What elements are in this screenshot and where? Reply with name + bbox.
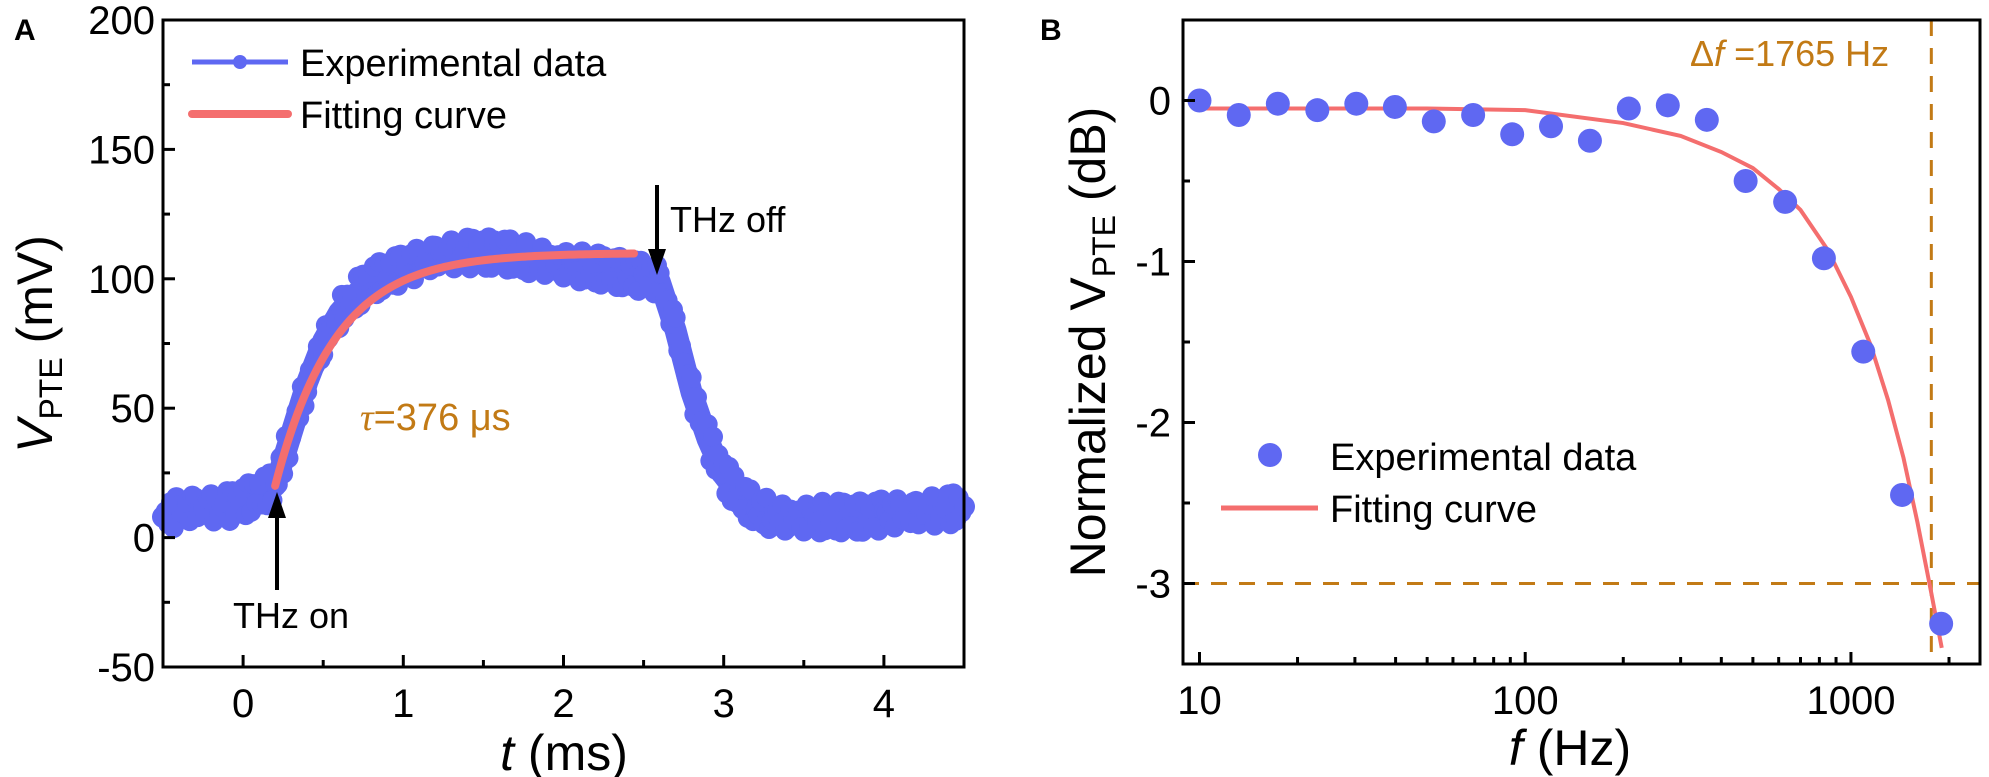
data-point xyxy=(1344,91,1369,116)
x-label-unit: (ms) xyxy=(514,725,628,777)
data-point xyxy=(649,263,670,284)
panel-a-x-label: t (ms) xyxy=(500,725,628,777)
panel-b-legend: Experimental data Fitting curve xyxy=(1221,437,1637,531)
tau-value: =376 μs xyxy=(374,397,511,439)
panel-b-y-label: Normalized VPTE (dB) xyxy=(1060,107,1122,578)
panel-label-a: A xyxy=(14,14,36,47)
x-label-var: t xyxy=(500,725,516,777)
data-point xyxy=(1851,339,1876,364)
y-label-unit: (dB) xyxy=(1060,107,1116,215)
fit-line xyxy=(271,249,638,490)
x-tick-label: 1000 xyxy=(1806,679,1895,723)
data-point xyxy=(1733,169,1758,193)
y-tick-label: -1 xyxy=(1135,241,1171,285)
thz-off-arrow xyxy=(648,185,666,275)
x-tick-label: 0 xyxy=(232,682,254,726)
delta-symbol: Δ xyxy=(1690,33,1714,74)
data-point xyxy=(1226,102,1251,127)
data-point xyxy=(687,387,707,408)
panel-label-b: B xyxy=(1040,14,1062,47)
legend-fit-label: Fitting curve xyxy=(1330,489,1537,531)
panel-a-ticks: 0 1 2 3 4 -50 0 50 100 150 200 xyxy=(88,0,895,726)
delta-f-annotation: Δf =1765 Hz xyxy=(1690,33,1889,74)
legend-data-marker xyxy=(1258,443,1282,467)
legend-data-label: Experimental data xyxy=(300,43,607,85)
y-tick-label: 200 xyxy=(88,0,155,43)
data-point xyxy=(1305,98,1330,123)
y-tick-label: 150 xyxy=(88,128,155,172)
data-point xyxy=(1929,611,1954,636)
panel-b-chart: 10 100 1000 0 -1 -2 -3 Experimental data Fitti… xyxy=(1060,18,1982,776)
data-point xyxy=(670,335,691,356)
data-point xyxy=(1890,482,1915,507)
thz-off-label: THz off xyxy=(670,199,786,240)
thz-on-arrow xyxy=(268,492,286,590)
panel-a-legend: Experimental data Fitting curve xyxy=(188,43,607,137)
data-point xyxy=(1773,189,1798,214)
x-tick-label: 100 xyxy=(1492,679,1559,723)
panel-b-ticks: 10 100 1000 0 -1 -2 -3 xyxy=(1135,80,1951,723)
legend-data-marker xyxy=(233,55,247,69)
data-point xyxy=(1382,94,1407,119)
y-label-unit: (mV) xyxy=(7,235,63,357)
data-point xyxy=(665,307,686,328)
data-point xyxy=(1694,107,1719,132)
data-point xyxy=(1187,88,1212,113)
x-tick-label: 3 xyxy=(713,682,735,726)
data-point xyxy=(163,518,184,539)
y-label-var: V xyxy=(7,415,63,453)
data-point xyxy=(681,367,702,388)
x-tick-label: 2 xyxy=(552,682,574,726)
data-point xyxy=(1461,102,1486,127)
y-tick-label: 50 xyxy=(111,387,156,431)
y-tick-label: -2 xyxy=(1135,402,1171,446)
panel-a-chart: 0 1 2 3 4 -50 0 50 100 150 200 Experimental data F… xyxy=(7,0,975,777)
y-tick-label: -50 xyxy=(97,646,155,690)
data-point xyxy=(1655,93,1680,118)
panel-a-y-label: VPTE (mV) xyxy=(7,235,69,453)
tau-symbol: τ xyxy=(360,397,375,439)
thz-on-label: THz on xyxy=(233,595,349,636)
x-label-unit: (Hz) xyxy=(1523,720,1631,776)
panel-a-fit-curve xyxy=(271,249,638,490)
legend-data-label: Experimental data xyxy=(1330,437,1637,479)
panel-b-data-points xyxy=(1187,88,1954,636)
y-tick-label: 0 xyxy=(133,517,155,561)
x-tick-label: 4 xyxy=(873,682,895,726)
legend-fit-label: Fitting curve xyxy=(300,95,507,137)
y-tick-label: -3 xyxy=(1135,563,1171,607)
data-point xyxy=(1811,246,1836,271)
y-tick-label: 100 xyxy=(88,258,155,302)
data-point xyxy=(1539,114,1564,139)
panel-b-fit-curve xyxy=(1199,106,1944,649)
data-point xyxy=(1616,96,1641,121)
y-label-sub: PTE xyxy=(1086,215,1122,277)
y-label-sub: PTE xyxy=(33,357,69,419)
data-point xyxy=(703,426,724,447)
fit-line xyxy=(1199,106,1944,649)
x-tick-label: 10 xyxy=(1177,679,1222,723)
y-tick-label: 0 xyxy=(1149,80,1171,124)
y-label-main: Normalized V xyxy=(1060,277,1116,578)
data-point xyxy=(1265,91,1290,116)
delta-value: =1765 Hz xyxy=(1724,33,1889,74)
tau-annotation: τ=376 μs xyxy=(360,397,511,439)
data-point xyxy=(1577,128,1602,153)
data-point xyxy=(1421,109,1446,134)
data-point xyxy=(756,487,777,508)
x-tick-label: 1 xyxy=(392,682,414,726)
data-point xyxy=(1500,122,1525,147)
panel-b-x-label: f (Hz) xyxy=(1509,720,1631,776)
panel-b-reference-lines xyxy=(1183,20,1980,664)
